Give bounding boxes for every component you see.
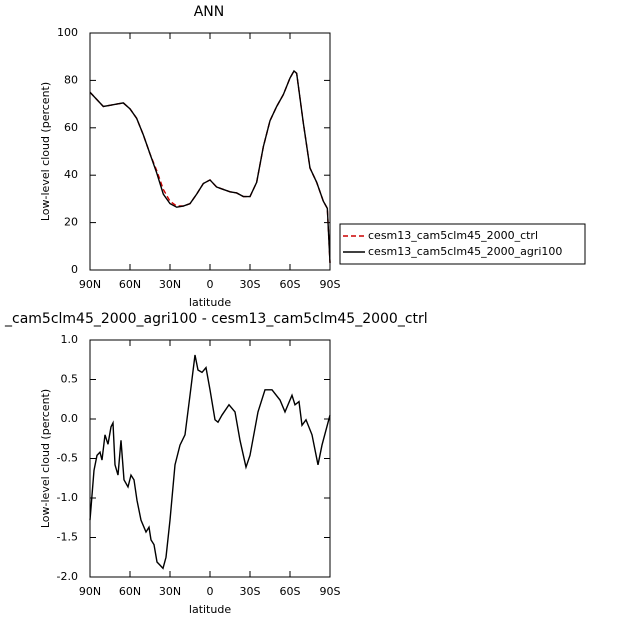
plot-frame xyxy=(89,339,331,578)
y-tick-label: 0.5 xyxy=(61,373,79,386)
y-tick-label: 60 xyxy=(64,121,78,134)
x-tick-label: 60S xyxy=(280,278,301,291)
y-axis-label: Low-level cloud (percent) xyxy=(39,389,52,528)
x-tick-label: 60N xyxy=(119,278,141,291)
line-series xyxy=(89,69,331,263)
x-tick-label: 30N xyxy=(159,278,181,291)
x-tick-label: 0 xyxy=(207,278,214,291)
x-tick-label: 90S xyxy=(320,585,341,598)
y-tick-label: -1.5 xyxy=(57,531,78,544)
x-tick-label: 60S xyxy=(280,585,301,598)
y-tick-label: 1.0 xyxy=(61,333,79,346)
y-tick-label: 80 xyxy=(64,73,78,86)
line-series xyxy=(89,69,331,263)
y-axis-label: Low-level cloud (percent) xyxy=(39,82,52,221)
x-axis-label: latitude xyxy=(189,603,231,616)
chart-title: _cam5clm45_2000_agri100 - cesm13_cam5clm… xyxy=(4,311,428,327)
x-tick-label: 30N xyxy=(159,585,181,598)
plot-frame xyxy=(89,32,331,271)
x-tick-label: 30S xyxy=(240,585,261,598)
line-series xyxy=(89,354,331,570)
y-tick-label: -1.0 xyxy=(57,491,78,504)
x-tick-label: 0 xyxy=(207,585,214,598)
y-tick-label: 0.0 xyxy=(61,412,79,425)
y-tick-label: 40 xyxy=(64,168,78,181)
y-tick-label: -0.5 xyxy=(57,452,78,465)
legend-box xyxy=(339,223,586,265)
y-tick-label: -2.0 xyxy=(57,570,78,583)
x-tick-label: 90N xyxy=(79,278,101,291)
x-tick-label: 90N xyxy=(79,585,101,598)
x-axis-label: latitude xyxy=(189,296,231,309)
y-tick-label: 0 xyxy=(71,263,78,276)
x-tick-label: 60N xyxy=(119,585,141,598)
y-tick-label: 100 xyxy=(57,26,78,39)
legend-label: cesm13_cam5clm45_2000_agri100 xyxy=(368,245,562,258)
x-tick-label: 90S xyxy=(320,278,341,291)
y-tick-label: 20 xyxy=(64,216,78,229)
chart-title: ANN xyxy=(194,4,225,20)
x-tick-label: 30S xyxy=(240,278,261,291)
legend-label: cesm13_cam5clm45_2000_ctrl xyxy=(368,229,538,242)
